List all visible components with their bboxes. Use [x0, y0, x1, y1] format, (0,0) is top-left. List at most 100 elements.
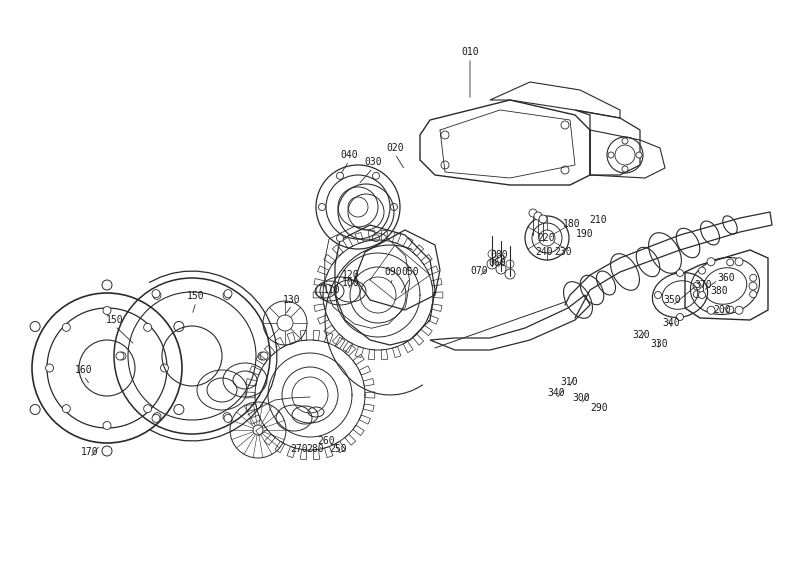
Circle shape: [118, 352, 126, 360]
Circle shape: [441, 161, 449, 169]
Circle shape: [144, 323, 151, 332]
Circle shape: [30, 404, 40, 415]
Text: 340: 340: [662, 318, 680, 328]
Circle shape: [336, 172, 343, 180]
Text: 290: 290: [590, 403, 607, 413]
Circle shape: [749, 291, 757, 298]
Circle shape: [487, 259, 497, 269]
Text: 350: 350: [663, 295, 681, 305]
Text: 160: 160: [75, 365, 93, 375]
Text: 170: 170: [81, 447, 99, 457]
Circle shape: [102, 446, 112, 456]
Circle shape: [676, 269, 684, 277]
Circle shape: [693, 291, 700, 298]
Circle shape: [561, 121, 569, 129]
Circle shape: [699, 292, 706, 298]
Circle shape: [63, 404, 71, 413]
Text: 230: 230: [554, 247, 572, 257]
Text: 030: 030: [364, 157, 381, 167]
Circle shape: [390, 204, 397, 210]
Circle shape: [116, 352, 124, 360]
Text: 270: 270: [290, 444, 308, 454]
Text: 110: 110: [324, 285, 341, 295]
Text: 060: 060: [488, 258, 506, 268]
Circle shape: [676, 314, 684, 320]
Text: 240: 240: [535, 247, 553, 257]
Circle shape: [539, 215, 547, 223]
Circle shape: [152, 289, 160, 298]
Circle shape: [496, 264, 506, 274]
Circle shape: [336, 234, 343, 242]
Text: 070: 070: [470, 266, 488, 276]
Text: 150: 150: [187, 291, 205, 301]
Circle shape: [63, 323, 71, 332]
Text: 250: 250: [329, 444, 347, 454]
Circle shape: [30, 321, 40, 332]
Text: 260: 260: [317, 436, 335, 446]
Circle shape: [749, 274, 757, 281]
Circle shape: [224, 415, 232, 422]
Circle shape: [160, 364, 168, 372]
Circle shape: [45, 364, 53, 372]
Text: 180: 180: [563, 219, 580, 229]
Circle shape: [622, 166, 628, 172]
Circle shape: [561, 166, 569, 174]
Text: 190: 190: [577, 229, 594, 239]
Text: 320: 320: [632, 330, 649, 340]
Circle shape: [152, 415, 160, 422]
Circle shape: [260, 352, 268, 360]
Circle shape: [726, 259, 734, 266]
Circle shape: [373, 172, 380, 180]
Circle shape: [654, 292, 661, 298]
Circle shape: [319, 204, 325, 210]
Text: 300: 300: [573, 393, 590, 403]
Circle shape: [373, 234, 380, 242]
Circle shape: [153, 291, 161, 300]
Circle shape: [497, 255, 505, 263]
Circle shape: [224, 289, 232, 298]
Text: 090: 090: [384, 267, 402, 277]
Circle shape: [144, 404, 151, 413]
Circle shape: [174, 321, 184, 332]
Circle shape: [174, 404, 184, 415]
Text: 210: 210: [589, 215, 607, 225]
Circle shape: [707, 306, 715, 314]
Circle shape: [707, 257, 715, 266]
Text: 040: 040: [340, 150, 358, 160]
Circle shape: [735, 306, 743, 314]
Text: 130: 130: [283, 295, 301, 305]
Circle shape: [735, 257, 743, 266]
Text: 200: 200: [713, 305, 731, 315]
Circle shape: [749, 282, 757, 290]
Text: 050: 050: [401, 267, 419, 277]
Circle shape: [529, 209, 537, 217]
Circle shape: [103, 306, 111, 315]
Circle shape: [258, 352, 266, 360]
Text: 370: 370: [694, 280, 712, 290]
Circle shape: [102, 280, 112, 290]
Circle shape: [441, 131, 449, 139]
Text: 330: 330: [650, 339, 668, 349]
Circle shape: [103, 421, 111, 430]
Text: 340: 340: [547, 388, 565, 398]
Text: 020: 020: [386, 143, 404, 153]
Circle shape: [608, 152, 614, 158]
Text: 220: 220: [537, 233, 555, 243]
Text: 080: 080: [490, 250, 508, 260]
Circle shape: [699, 267, 706, 274]
Text: 150: 150: [106, 315, 124, 325]
Text: 280: 280: [306, 444, 324, 454]
Text: 360: 360: [717, 273, 735, 283]
Text: 310: 310: [560, 377, 578, 387]
Circle shape: [488, 250, 496, 258]
Circle shape: [505, 269, 515, 279]
Text: 010: 010: [462, 47, 479, 57]
Text: 120: 120: [343, 270, 360, 280]
Circle shape: [622, 138, 628, 144]
Circle shape: [223, 413, 231, 421]
Circle shape: [506, 260, 514, 268]
Circle shape: [693, 282, 701, 290]
Text: 100: 100: [343, 278, 360, 288]
Text: 380: 380: [711, 286, 728, 296]
Circle shape: [636, 152, 642, 158]
